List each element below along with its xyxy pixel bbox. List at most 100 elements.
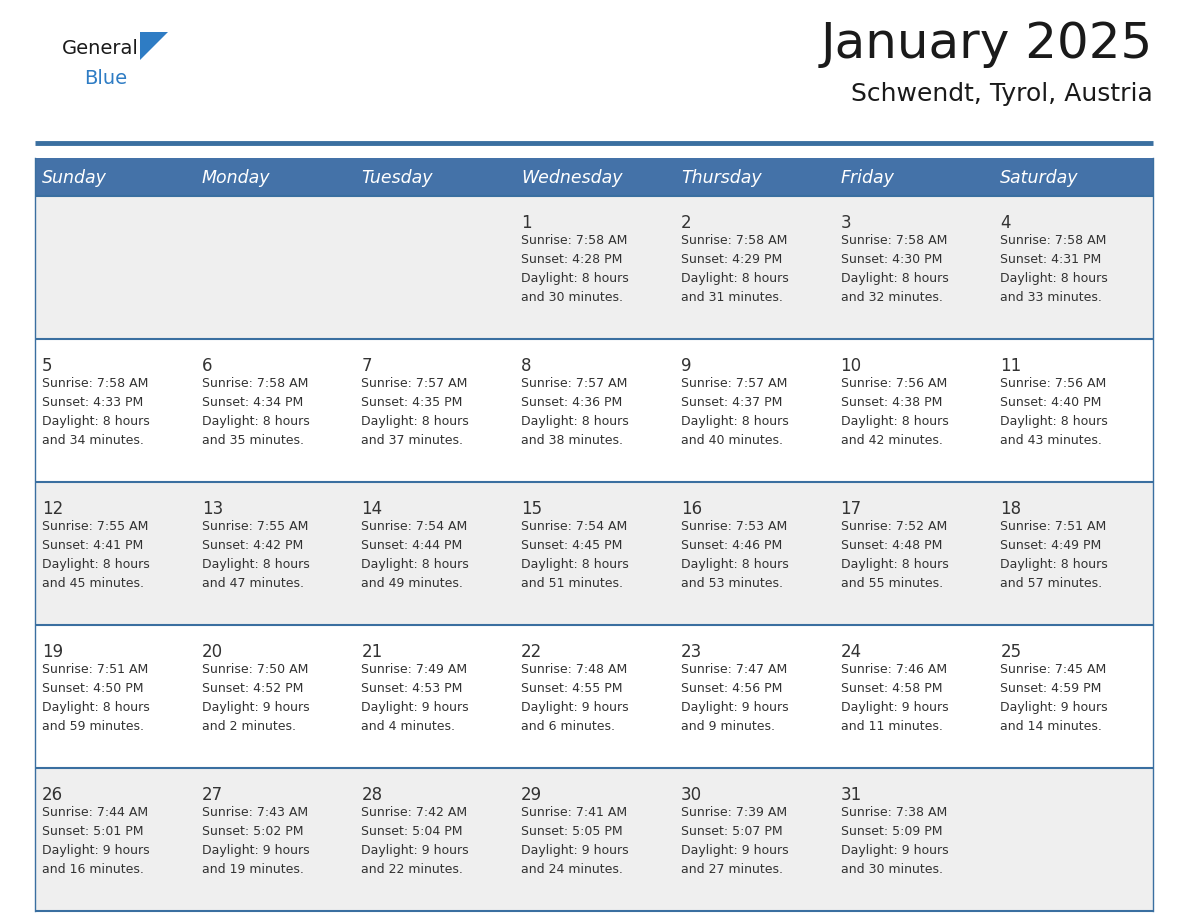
Text: Sunrise: 7:45 AM: Sunrise: 7:45 AM bbox=[1000, 663, 1106, 676]
Text: Sunrise: 7:42 AM: Sunrise: 7:42 AM bbox=[361, 806, 468, 819]
Text: and 38 minutes.: and 38 minutes. bbox=[522, 434, 624, 447]
Text: and 30 minutes.: and 30 minutes. bbox=[841, 863, 942, 876]
Text: 24: 24 bbox=[841, 643, 861, 661]
Text: Daylight: 9 hours: Daylight: 9 hours bbox=[841, 701, 948, 714]
Text: Sunrise: 7:58 AM: Sunrise: 7:58 AM bbox=[522, 234, 627, 247]
Text: Sunset: 4:29 PM: Sunset: 4:29 PM bbox=[681, 253, 782, 266]
Text: Sunset: 4:35 PM: Sunset: 4:35 PM bbox=[361, 396, 463, 409]
Text: Daylight: 8 hours: Daylight: 8 hours bbox=[361, 558, 469, 571]
Text: Tuesday: Tuesday bbox=[361, 169, 432, 187]
Text: Daylight: 8 hours: Daylight: 8 hours bbox=[42, 415, 150, 428]
Text: Sunset: 4:31 PM: Sunset: 4:31 PM bbox=[1000, 253, 1101, 266]
Text: 21: 21 bbox=[361, 643, 383, 661]
Text: Daylight: 8 hours: Daylight: 8 hours bbox=[42, 701, 150, 714]
Text: Sunrise: 7:48 AM: Sunrise: 7:48 AM bbox=[522, 663, 627, 676]
Text: Daylight: 9 hours: Daylight: 9 hours bbox=[202, 701, 309, 714]
Text: and 31 minutes.: and 31 minutes. bbox=[681, 291, 783, 304]
Text: Sunrise: 7:58 AM: Sunrise: 7:58 AM bbox=[42, 377, 148, 390]
Bar bbox=[34, 158, 195, 196]
Text: Daylight: 8 hours: Daylight: 8 hours bbox=[681, 415, 789, 428]
Text: Sunset: 4:44 PM: Sunset: 4:44 PM bbox=[361, 539, 462, 552]
Text: and 27 minutes.: and 27 minutes. bbox=[681, 863, 783, 876]
Text: and 22 minutes.: and 22 minutes. bbox=[361, 863, 463, 876]
Text: Sunset: 5:09 PM: Sunset: 5:09 PM bbox=[841, 825, 942, 838]
Text: Sunset: 5:07 PM: Sunset: 5:07 PM bbox=[681, 825, 783, 838]
Text: Daylight: 9 hours: Daylight: 9 hours bbox=[841, 844, 948, 857]
Text: Sunrise: 7:54 AM: Sunrise: 7:54 AM bbox=[522, 520, 627, 533]
Text: Sunset: 5:02 PM: Sunset: 5:02 PM bbox=[202, 825, 303, 838]
Text: 4: 4 bbox=[1000, 214, 1011, 232]
Bar bbox=[993, 158, 1154, 196]
Text: and 49 minutes.: and 49 minutes. bbox=[361, 577, 463, 590]
Text: Sunset: 4:48 PM: Sunset: 4:48 PM bbox=[841, 539, 942, 552]
Text: Sunset: 4:41 PM: Sunset: 4:41 PM bbox=[42, 539, 144, 552]
Text: 31: 31 bbox=[841, 786, 861, 804]
Text: Monday: Monday bbox=[202, 169, 270, 187]
Text: Sunrise: 7:41 AM: Sunrise: 7:41 AM bbox=[522, 806, 627, 819]
Text: Sunset: 4:46 PM: Sunset: 4:46 PM bbox=[681, 539, 782, 552]
Text: 10: 10 bbox=[841, 357, 861, 375]
Text: and 30 minutes.: and 30 minutes. bbox=[522, 291, 624, 304]
Text: 14: 14 bbox=[361, 500, 383, 518]
Bar bbox=[834, 158, 993, 196]
Text: Schwendt, Tyrol, Austria: Schwendt, Tyrol, Austria bbox=[852, 82, 1154, 106]
Text: 30: 30 bbox=[681, 786, 702, 804]
Text: Sunset: 4:55 PM: Sunset: 4:55 PM bbox=[522, 682, 623, 695]
Text: Daylight: 8 hours: Daylight: 8 hours bbox=[1000, 558, 1108, 571]
Text: Daylight: 9 hours: Daylight: 9 hours bbox=[361, 701, 469, 714]
Text: Sunset: 5:04 PM: Sunset: 5:04 PM bbox=[361, 825, 463, 838]
Text: Daylight: 8 hours: Daylight: 8 hours bbox=[841, 558, 948, 571]
Text: and 45 minutes.: and 45 minutes. bbox=[42, 577, 144, 590]
Text: Daylight: 9 hours: Daylight: 9 hours bbox=[42, 844, 150, 857]
Bar bbox=[34, 339, 1154, 482]
Bar bbox=[674, 158, 834, 196]
Text: Daylight: 8 hours: Daylight: 8 hours bbox=[1000, 272, 1108, 285]
Bar bbox=[34, 768, 1154, 911]
Text: and 2 minutes.: and 2 minutes. bbox=[202, 720, 296, 733]
Text: and 57 minutes.: and 57 minutes. bbox=[1000, 577, 1102, 590]
Text: Sunset: 5:05 PM: Sunset: 5:05 PM bbox=[522, 825, 623, 838]
Text: Sunset: 4:56 PM: Sunset: 4:56 PM bbox=[681, 682, 782, 695]
Text: Sunrise: 7:49 AM: Sunrise: 7:49 AM bbox=[361, 663, 468, 676]
Text: 8: 8 bbox=[522, 357, 532, 375]
Text: and 59 minutes.: and 59 minutes. bbox=[42, 720, 144, 733]
Text: Sunrise: 7:43 AM: Sunrise: 7:43 AM bbox=[202, 806, 308, 819]
Text: Sunrise: 7:58 AM: Sunrise: 7:58 AM bbox=[841, 234, 947, 247]
Text: Daylight: 9 hours: Daylight: 9 hours bbox=[522, 844, 628, 857]
Text: and 11 minutes.: and 11 minutes. bbox=[841, 720, 942, 733]
Text: and 14 minutes.: and 14 minutes. bbox=[1000, 720, 1102, 733]
Text: 9: 9 bbox=[681, 357, 691, 375]
Text: and 43 minutes.: and 43 minutes. bbox=[1000, 434, 1102, 447]
Text: Sunrise: 7:39 AM: Sunrise: 7:39 AM bbox=[681, 806, 786, 819]
Text: Sunset: 4:36 PM: Sunset: 4:36 PM bbox=[522, 396, 623, 409]
Text: Sunrise: 7:54 AM: Sunrise: 7:54 AM bbox=[361, 520, 468, 533]
Text: and 42 minutes.: and 42 minutes. bbox=[841, 434, 942, 447]
Text: and 51 minutes.: and 51 minutes. bbox=[522, 577, 624, 590]
Bar bbox=[195, 158, 354, 196]
Bar bbox=[34, 196, 1154, 339]
Text: Daylight: 9 hours: Daylight: 9 hours bbox=[681, 701, 789, 714]
Text: Daylight: 8 hours: Daylight: 8 hours bbox=[522, 272, 628, 285]
Text: and 40 minutes.: and 40 minutes. bbox=[681, 434, 783, 447]
Bar bbox=[34, 625, 1154, 768]
Text: 5: 5 bbox=[42, 357, 52, 375]
Text: 17: 17 bbox=[841, 500, 861, 518]
Text: and 9 minutes.: and 9 minutes. bbox=[681, 720, 775, 733]
Text: Sunrise: 7:46 AM: Sunrise: 7:46 AM bbox=[841, 663, 947, 676]
Text: 1: 1 bbox=[522, 214, 532, 232]
Text: Daylight: 9 hours: Daylight: 9 hours bbox=[522, 701, 628, 714]
Text: and 6 minutes.: and 6 minutes. bbox=[522, 720, 615, 733]
Text: Sunrise: 7:57 AM: Sunrise: 7:57 AM bbox=[681, 377, 788, 390]
Text: Sunrise: 7:56 AM: Sunrise: 7:56 AM bbox=[841, 377, 947, 390]
Text: Sunrise: 7:51 AM: Sunrise: 7:51 AM bbox=[42, 663, 148, 676]
Text: Sunset: 4:50 PM: Sunset: 4:50 PM bbox=[42, 682, 144, 695]
Text: 13: 13 bbox=[202, 500, 223, 518]
Text: 2: 2 bbox=[681, 214, 691, 232]
Text: Sunset: 4:52 PM: Sunset: 4:52 PM bbox=[202, 682, 303, 695]
Text: and 47 minutes.: and 47 minutes. bbox=[202, 577, 304, 590]
Text: Sunrise: 7:55 AM: Sunrise: 7:55 AM bbox=[42, 520, 148, 533]
Text: and 55 minutes.: and 55 minutes. bbox=[841, 577, 943, 590]
Text: Daylight: 9 hours: Daylight: 9 hours bbox=[1000, 701, 1108, 714]
Text: Wednesday: Wednesday bbox=[522, 169, 623, 187]
Bar bbox=[514, 158, 674, 196]
